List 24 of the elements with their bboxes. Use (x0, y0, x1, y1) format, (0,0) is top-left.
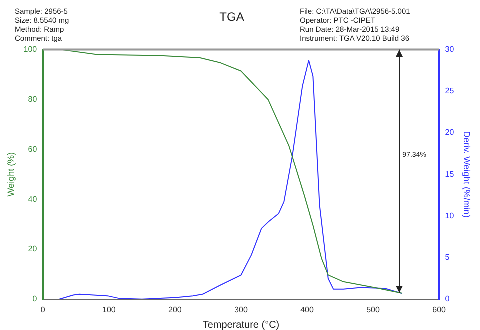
x-tick-label: 200 (168, 305, 182, 314)
y2-tick-label: 25 (445, 86, 455, 96)
y2-tick-label: 5 (445, 253, 450, 262)
chart-title: TGA (220, 10, 244, 24)
y-tick-label: 80 (28, 94, 38, 104)
x-tick-label: 0 (40, 305, 46, 314)
y-tick-label: 0 (32, 294, 38, 304)
y2-tick-label: 20 (445, 128, 455, 138)
x-axis-title: Temperature (°C) (202, 320, 280, 330)
x-tick-label: 400 (300, 305, 314, 314)
y2-tick-label: 30 (445, 45, 455, 54)
y2-tick-label: 15 (445, 170, 455, 179)
y2-tick-label: 0 (445, 294, 450, 304)
y2-axis-title: Deriv. Weight (%/min) (462, 131, 472, 218)
x-tick-label: 300 (234, 305, 248, 314)
y-tick-label: 20 (28, 244, 38, 254)
x-tick-label: 500 (366, 305, 380, 314)
y-axis-title: Weight (%) (6, 152, 16, 197)
y2-tick-label: 10 (445, 211, 455, 220)
x-tick-label: 100 (102, 305, 116, 314)
y-tick-label: 60 (28, 144, 38, 154)
y-tick-label: 40 (28, 194, 38, 204)
y-tick-label: 100 (24, 45, 38, 54)
x-tick-label: 600 (432, 305, 447, 314)
